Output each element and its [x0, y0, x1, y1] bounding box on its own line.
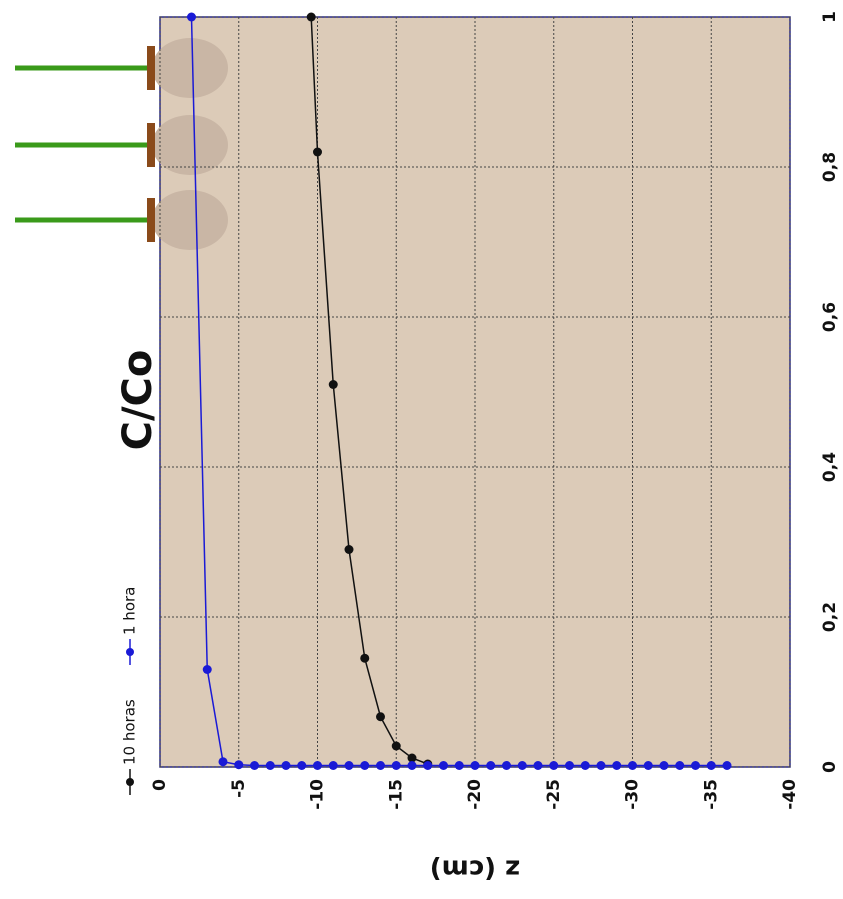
data-point	[706, 761, 716, 770]
data-point	[612, 761, 622, 770]
data-point	[313, 761, 322, 770]
data-point	[344, 545, 354, 554]
legend: 10 horas 1 hora	[121, 587, 139, 795]
data-point	[360, 653, 370, 663]
data-point	[376, 761, 385, 770]
data-point	[439, 761, 448, 770]
data-point	[281, 761, 291, 770]
data-point	[517, 761, 527, 770]
legend-label: 1 hora	[121, 587, 139, 635]
data-point	[470, 761, 480, 770]
data-point	[596, 761, 606, 770]
chart-title: C/Co	[115, 350, 161, 451]
data-point	[376, 712, 385, 722]
x-tick-label: -15	[386, 779, 406, 810]
y-tick-label: 1	[820, 11, 840, 23]
data-point	[391, 761, 401, 770]
data-point	[722, 761, 732, 770]
y-tick-label: 0,6	[820, 302, 840, 332]
x-tick-label: -25	[544, 779, 564, 810]
data-point	[628, 761, 637, 770]
x-tick-label: -40	[780, 779, 800, 810]
data-point	[659, 761, 669, 770]
data-point	[360, 761, 370, 770]
data-point	[580, 761, 590, 770]
data-point	[234, 760, 244, 770]
data-point	[202, 665, 212, 674]
x-tick-label: -10	[308, 779, 328, 810]
data-point	[391, 741, 401, 751]
x-tick-label: -5	[229, 779, 249, 798]
x-tick-label: 0	[150, 779, 170, 791]
y-tick-label: 0	[820, 761, 840, 773]
data-point	[328, 380, 338, 389]
data-point	[297, 761, 307, 770]
x-tick-label: -35	[701, 779, 721, 810]
x-axis-title: z (cm)	[430, 854, 520, 884]
data-point	[265, 761, 275, 770]
data-point	[407, 753, 417, 763]
y-tick-label: 0,2	[820, 602, 840, 632]
data-point	[454, 761, 464, 770]
legend-marker	[126, 778, 134, 786]
data-point	[218, 757, 228, 767]
plants	[15, 38, 228, 250]
data-point	[407, 761, 417, 770]
data-point	[691, 761, 700, 770]
data-point	[423, 761, 433, 770]
data-point	[565, 761, 574, 770]
data-point	[328, 761, 338, 770]
data-point	[187, 12, 196, 22]
data-point	[344, 761, 354, 770]
y-tick-label: 0,4	[820, 452, 840, 482]
data-point	[313, 147, 322, 157]
data-point	[643, 761, 653, 770]
data-point	[306, 12, 316, 22]
y-tick-label: 0,8	[820, 152, 840, 182]
data-point	[250, 761, 259, 770]
x-tick-label: -20	[465, 779, 485, 810]
data-point	[533, 761, 543, 770]
data-point	[502, 761, 511, 770]
legend-marker	[126, 648, 134, 656]
data-point	[486, 761, 496, 770]
data-point	[549, 761, 559, 770]
legend-label: 10 horas	[121, 699, 139, 765]
x-tick-label: -30	[623, 779, 643, 810]
data-point	[675, 761, 685, 770]
